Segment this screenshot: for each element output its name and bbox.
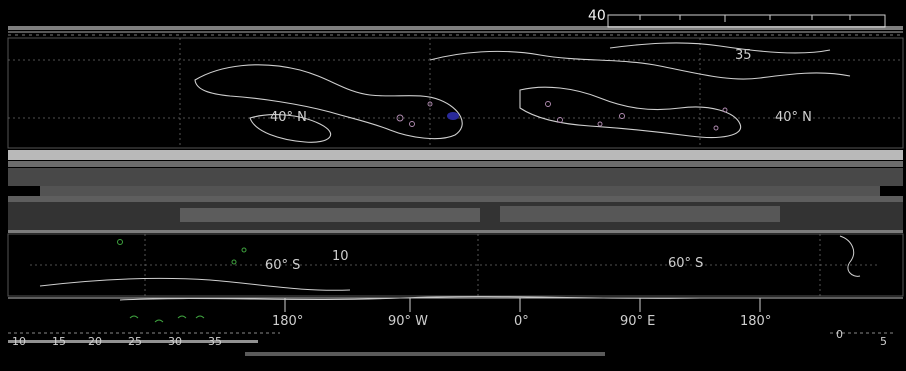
colorbar-tick-25: 25 xyxy=(128,335,142,348)
longitude-ticks xyxy=(284,298,761,312)
lon-label-0: 0° xyxy=(514,314,529,329)
island-marks-north xyxy=(396,101,728,131)
contour-label-top: 40 xyxy=(588,8,606,24)
top-band xyxy=(8,26,903,36)
north-map-frame xyxy=(7,37,904,149)
lon-label-90w: 90° W xyxy=(388,314,429,329)
lat-label-left-60s: 60° S xyxy=(265,258,301,273)
inland-water xyxy=(447,112,459,120)
lon-label-180e: 180° xyxy=(740,314,772,329)
colorbar-tick-30: 30 xyxy=(168,335,182,348)
tropical-band xyxy=(8,150,903,233)
lon-label-90e: 90° E xyxy=(620,314,656,329)
contour-label-south: 10 xyxy=(332,249,349,264)
lat-label-right-40n: 40° N xyxy=(775,110,812,125)
lon-label-180w: 180° xyxy=(272,314,304,329)
coastlines-south xyxy=(39,235,861,301)
top-colorbar-frame xyxy=(607,14,886,28)
colorbar-tick-0: 0 xyxy=(836,328,843,341)
colorbar-tick-15: 15 xyxy=(52,335,66,348)
lat-label-left-40n: 40° N xyxy=(270,110,307,125)
colorbar-tick-5: 5 xyxy=(880,335,887,348)
colorbar-tick-20: 20 xyxy=(88,335,102,348)
coastlines-north xyxy=(194,42,851,143)
green-markers xyxy=(117,239,247,323)
graticule-south xyxy=(30,234,880,296)
lat-label-right-60s: 60° S xyxy=(668,256,704,271)
contour-label-north: 35 xyxy=(735,48,752,63)
colorbar-tick-35: 35 xyxy=(208,335,222,348)
colorbar-tick-10: 10 xyxy=(12,335,26,348)
south-map-frame xyxy=(7,233,904,297)
top-colorbar-ticks xyxy=(639,15,851,22)
graticule-north xyxy=(8,38,903,148)
bottom-colorbar xyxy=(8,332,895,356)
